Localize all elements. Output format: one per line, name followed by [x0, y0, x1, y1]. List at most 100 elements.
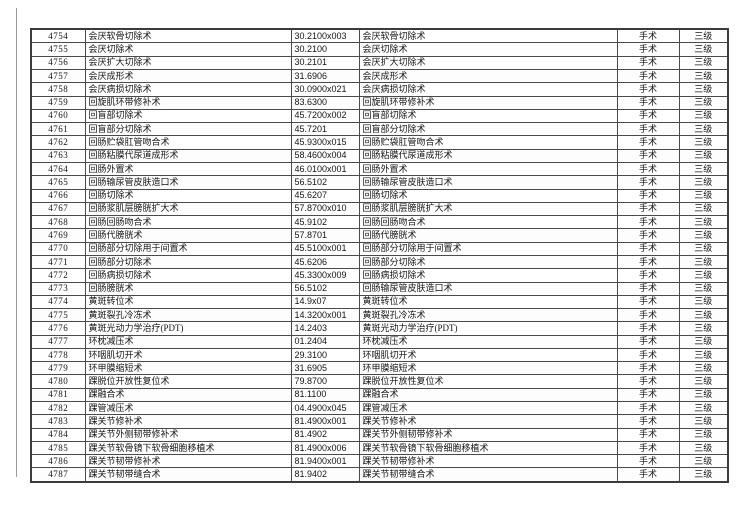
category-cell: 手术: [616, 254, 680, 270]
row-id-cell: 4781: [30, 387, 86, 403]
table-row: 4770 回肠部分切除用于间置术 45.5100x001 回肠部分切除用于间置术…: [30, 241, 729, 256]
table-row: 4774 黄斑转位术 14.9x07 黄斑转位术 手术 三级: [30, 294, 729, 310]
procedure-name-cell: 回肠外置术: [84, 161, 292, 177]
table-row: 4772 回肠病损切除术 45.3300x009 回肠病损切除术 手术 三级: [30, 268, 729, 283]
level-cell: 三级: [678, 454, 729, 469]
code-cell: 29.3100: [290, 347, 360, 363]
level-cell: 三级: [678, 68, 729, 84]
row-id-cell: 4772: [30, 268, 86, 283]
procedure-name-cell: 回肠贮袋肛管吻合术: [84, 135, 292, 150]
category-cell: 手术: [616, 308, 680, 323]
category-cell: 手术: [616, 361, 680, 376]
standard-name-cell: 回肠外置术: [358, 161, 618, 177]
category-cell: 手术: [616, 334, 680, 349]
code-cell: 57.8701: [290, 228, 360, 243]
code-cell: 30.2100: [290, 42, 360, 57]
code-cell: 45.6207: [290, 188, 360, 203]
standard-name-cell: 踝关节韧带缝合术: [358, 467, 618, 483]
procedure-name-cell: 黄斑转位术: [84, 294, 292, 310]
category-cell: 手术: [616, 42, 680, 57]
row-id-cell: 4764: [30, 161, 86, 177]
row-id-cell: 4763: [30, 148, 86, 163]
procedure-name-cell: 踝关节外侧韧带修补术: [84, 427, 292, 442]
procedure-name-cell: 回肠部分切除术: [84, 254, 292, 270]
category-cell: 手术: [616, 321, 680, 336]
row-id-cell: 4765: [30, 175, 86, 190]
row-id-cell: 4783: [30, 414, 86, 429]
level-cell: 三级: [678, 321, 729, 336]
level-cell: 三级: [678, 95, 729, 110]
category-cell: 手术: [616, 68, 680, 84]
procedure-name-cell: 会厌病损切除术: [84, 82, 292, 97]
level-cell: 三级: [678, 268, 729, 283]
table-row: 4780 踝脱位开放性复位术 79.8700 踝脱位开放性复位术 手术 三级: [30, 374, 729, 389]
category-cell: 手术: [616, 387, 680, 403]
table-row: 4769 回肠代膀胱术 57.8701 回肠代膀胱术 手术 三级: [30, 228, 729, 243]
standard-name-cell: 回旋肌环带修补术: [358, 95, 618, 110]
row-id-cell: 4759: [30, 95, 86, 110]
procedure-name-cell: 回肠输尿管皮肤造口术: [84, 175, 292, 190]
row-id-cell: 4771: [30, 254, 86, 270]
level-cell: 三级: [678, 82, 729, 97]
category-cell: 手术: [616, 281, 680, 296]
standard-name-cell: 环甲膜缩短术: [358, 361, 618, 376]
table-row: 4762 回肠贮袋肛管吻合术 45.9300x015 回肠贮袋肛管吻合术 手术 …: [30, 135, 729, 150]
standard-name-cell: 会厌成形术: [358, 68, 618, 84]
category-cell: 手术: [616, 122, 680, 137]
row-id-cell: 4785: [30, 440, 86, 456]
category-cell: 手术: [616, 241, 680, 256]
code-cell: 04.4900x045: [290, 401, 360, 416]
level-cell: 三级: [678, 42, 729, 57]
procedure-name-cell: 会厌扩大切除术: [84, 55, 292, 71]
row-id-cell: 4770: [30, 241, 86, 256]
procedure-name-cell: 黄斑光动力学治疗(PDT): [84, 321, 292, 336]
table-row: 4761 回盲部分切除术 45.7201 回盲部分切除术 手术 三级: [30, 122, 729, 137]
procedure-name-cell: 回肠粘膜代尿道成形术: [84, 148, 292, 163]
table-row: 4756 会厌扩大切除术 30.2101 会厌扩大切除术 手术 三级: [30, 55, 729, 71]
level-cell: 三级: [678, 334, 729, 349]
standard-name-cell: 踝管减压术: [358, 401, 618, 416]
code-cell: 81.4902: [290, 427, 360, 442]
standard-name-cell: 黄斑光动力学治疗(PDT): [358, 321, 618, 336]
procedure-name-cell: 回肠代膀胱术: [84, 228, 292, 243]
category-cell: 手术: [616, 440, 680, 456]
standard-name-cell: 回肠部分切除术: [358, 254, 618, 270]
category-cell: 手术: [616, 467, 680, 483]
row-id-cell: 4784: [30, 427, 86, 442]
standard-name-cell: 回肠输尿管皮肤造口术: [358, 175, 618, 190]
code-cell: 30.2101: [290, 55, 360, 71]
table-row: 4778 环咽肌切开术 29.3100 环咽肌切开术 手术 三级: [30, 347, 729, 363]
standard-name-cell: 回肠浆肌层膀胱扩大术: [358, 201, 618, 217]
level-cell: 三级: [678, 215, 729, 230]
code-cell: 79.8700: [290, 374, 360, 389]
standard-name-cell: 黄斑转位术: [358, 294, 618, 310]
level-cell: 三级: [678, 228, 729, 243]
level-cell: 三级: [678, 28, 729, 44]
table-row: 4786 踝关节韧带修补术 81.9400x001 踝关节韧带修补术 手术 三级: [30, 454, 729, 469]
standard-name-cell: 踝关节软骨镜下软骨细胞移植术: [358, 440, 618, 456]
table-row: 4763 回肠粘膜代尿道成形术 58.4600x004 回肠粘膜代尿道成形术 手…: [30, 148, 729, 163]
row-id-cell: 4787: [30, 467, 86, 483]
code-cell: 45.9102: [290, 215, 360, 230]
table-row: 4781 踝融合术 81.1100 踝融合术 手术 三级: [30, 387, 729, 403]
category-cell: 手术: [616, 188, 680, 203]
level-cell: 三级: [678, 361, 729, 376]
procedure-name-cell: 回肠浆肌层膀胱扩大术: [84, 201, 292, 217]
table-row: 4766 回肠切除术 45.6207 回肠切除术 手术 三级: [30, 188, 729, 203]
standard-name-cell: 回肠病损切除术: [358, 268, 618, 283]
code-cell: 31.6905: [290, 361, 360, 376]
category-cell: 手术: [616, 427, 680, 442]
procedure-name-cell: 黄斑裂孔冷冻术: [84, 308, 292, 323]
category-cell: 手术: [616, 28, 680, 44]
code-cell: 45.6206: [290, 254, 360, 270]
standard-name-cell: 回盲部切除术: [358, 108, 618, 124]
row-id-cell: 4761: [30, 122, 86, 137]
level-cell: 三级: [678, 281, 729, 296]
table-row: 4754 会厌软骨切除术 30.2100x003 会厌软骨切除术 手术 三级: [30, 28, 729, 44]
row-id-cell: 4776: [30, 321, 86, 336]
category-cell: 手术: [616, 414, 680, 429]
procedure-name-cell: 回肠部分切除用于间置术: [84, 241, 292, 256]
standard-name-cell: 回肠回肠吻合术: [358, 215, 618, 230]
code-cell: 45.5100x001: [290, 241, 360, 256]
row-id-cell: 4786: [30, 454, 86, 469]
